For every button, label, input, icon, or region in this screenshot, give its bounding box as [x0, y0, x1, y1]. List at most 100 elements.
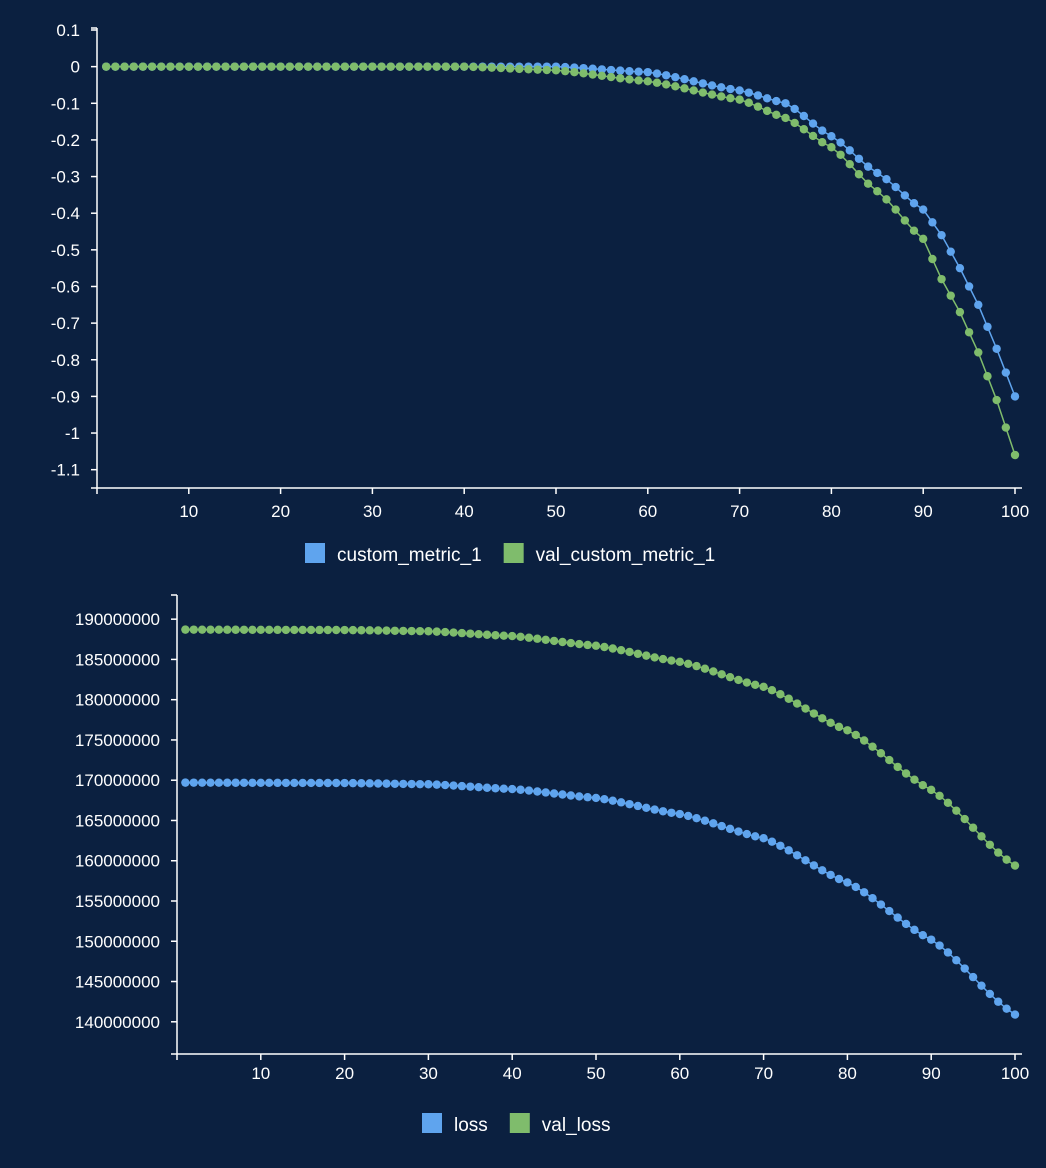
- loss-point-loss: [206, 778, 215, 787]
- loss-point-val_loss: [885, 755, 894, 765]
- loss-point-loss: [357, 779, 366, 788]
- loss-point-val_loss: [239, 625, 249, 634]
- metric-point-custom_metric_1: [1001, 368, 1011, 377]
- loss-point-val_loss: [927, 785, 936, 795]
- loss-point-val_loss: [415, 626, 425, 636]
- metric-point-val_custom_metric_1: [799, 125, 809, 134]
- metric-point-custom_metric_1: [909, 199, 919, 208]
- metric-point-val_custom_metric_1: [863, 179, 873, 188]
- loss-point-loss: [466, 782, 475, 791]
- metric-point-val_custom_metric_1: [698, 88, 708, 97]
- metric-point-val_custom_metric_1: [790, 118, 799, 128]
- loss-point-loss: [927, 935, 936, 944]
- loss-point-val_loss: [868, 742, 877, 751]
- metric-y-tick-label: -0.2: [51, 131, 80, 150]
- loss-point-loss: [667, 808, 676, 817]
- loss-legend-label-loss: loss: [454, 1115, 488, 1136]
- loss-point-loss: [524, 786, 534, 795]
- metric-y-tick-label: -0.6: [51, 277, 80, 296]
- loss-point-loss: [968, 972, 978, 982]
- loss-point-loss: [281, 778, 291, 788]
- metric-point-custom_metric_1: [836, 138, 845, 147]
- loss-point-loss: [868, 893, 877, 903]
- loss-point-loss: [332, 778, 341, 788]
- loss-point-loss: [826, 870, 835, 880]
- loss-point-val_loss: [826, 718, 835, 728]
- metric-legend-swatch-custom_metric_1: [305, 543, 325, 563]
- metric-point-custom_metric_1: [606, 65, 616, 75]
- metric-point-val_custom_metric_1: [992, 395, 1001, 405]
- loss-point-loss: [290, 778, 299, 788]
- loss-point-val_loss: [843, 726, 852, 735]
- loss-point-loss: [943, 948, 953, 957]
- loss-point-loss: [558, 790, 567, 799]
- metric-point-val_custom_metric_1: [157, 62, 166, 71]
- loss-y-tick-label: 150000000: [75, 932, 160, 951]
- loss-point-loss: [616, 798, 626, 807]
- loss-point-loss: [818, 866, 827, 875]
- metric-point-val_custom_metric_1: [781, 113, 790, 123]
- loss-point-val_loss: [667, 656, 676, 665]
- metric-point-val_custom_metric_1: [111, 62, 120, 71]
- loss-x-tick-label: 40: [503, 1064, 522, 1083]
- metric-point-custom_metric_1: [625, 67, 634, 76]
- loss-point-val_loss: [834, 722, 844, 732]
- loss-point-val_loss: [818, 714, 827, 723]
- loss-point-loss: [918, 930, 928, 940]
- loss-y-tick-label: 145000000: [75, 973, 160, 992]
- loss-point-loss: [306, 778, 316, 788]
- metric-x-tick-label: 30: [363, 502, 382, 521]
- metric-y-tick-label: -1: [65, 424, 80, 443]
- loss-point-loss: [901, 919, 911, 929]
- loss-point-val_loss: [700, 664, 710, 673]
- loss-point-val_loss: [256, 625, 265, 635]
- loss-point-val_loss: [784, 694, 793, 703]
- loss-series-line-val_loss: [185, 628, 1016, 867]
- metric-point-custom_metric_1: [873, 168, 882, 178]
- metric-point-val_custom_metric_1: [147, 62, 157, 71]
- loss-point-loss: [508, 784, 517, 794]
- metric-point-custom_metric_1: [882, 174, 891, 184]
- metric-point-val_custom_metric_1: [873, 187, 882, 196]
- metric-point-val_custom_metric_1: [505, 64, 515, 73]
- metric-point-custom_metric_1: [928, 218, 937, 227]
- metric-x-tick-label: 50: [547, 502, 566, 521]
- loss-point-loss: [415, 779, 425, 789]
- metric-x-tick-label: 100: [1001, 502, 1029, 521]
- loss-point-loss: [323, 778, 333, 788]
- metric-point-custom_metric_1: [937, 230, 946, 240]
- metric-point-val_custom_metric_1: [1010, 450, 1020, 460]
- metric-point-val_custom_metric_1: [689, 86, 698, 95]
- metric-point-val_custom_metric_1: [313, 62, 322, 71]
- loss-y-tick-label: 165000000: [75, 811, 160, 830]
- loss-point-val_loss: [625, 647, 634, 657]
- metric-point-val_custom_metric_1: [441, 62, 451, 71]
- loss-point-loss: [256, 778, 265, 788]
- metric-point-val_custom_metric_1: [239, 62, 249, 71]
- metric-point-val_custom_metric_1: [928, 254, 937, 264]
- metric-point-val_custom_metric_1: [294, 62, 304, 71]
- metric-x-tick-label: 20: [271, 502, 290, 521]
- metric-point-val_custom_metric_1: [707, 90, 717, 99]
- metric-y-tick-label: 0: [71, 58, 80, 77]
- metric-point-val_custom_metric_1: [643, 77, 652, 86]
- metric-point-custom_metric_1: [689, 77, 698, 86]
- metric-legend-swatch-val_custom_metric_1: [503, 543, 524, 563]
- metric-point-val_custom_metric_1: [349, 62, 359, 71]
- loss-point-val_loss: [893, 762, 902, 772]
- metric-point-custom_metric_1: [744, 88, 753, 97]
- metric-point-val_custom_metric_1: [469, 62, 478, 72]
- loss-x-tick-label: 60: [670, 1064, 689, 1083]
- loss-point-loss: [348, 778, 358, 788]
- loss-point-val_loss: [952, 806, 961, 815]
- metric-x-tick-label: 40: [455, 502, 474, 521]
- metric-point-custom_metric_1: [661, 71, 671, 80]
- loss-point-val_loss: [591, 641, 601, 650]
- loss-x-tick-label: 90: [922, 1064, 941, 1083]
- metric-point-val_custom_metric_1: [671, 82, 680, 91]
- loss-point-loss: [214, 778, 224, 787]
- metric-point-val_custom_metric_1: [303, 62, 313, 71]
- loss-point-val_loss: [365, 626, 374, 635]
- metric-point-custom_metric_1: [707, 81, 717, 90]
- loss-point-loss: [474, 783, 483, 792]
